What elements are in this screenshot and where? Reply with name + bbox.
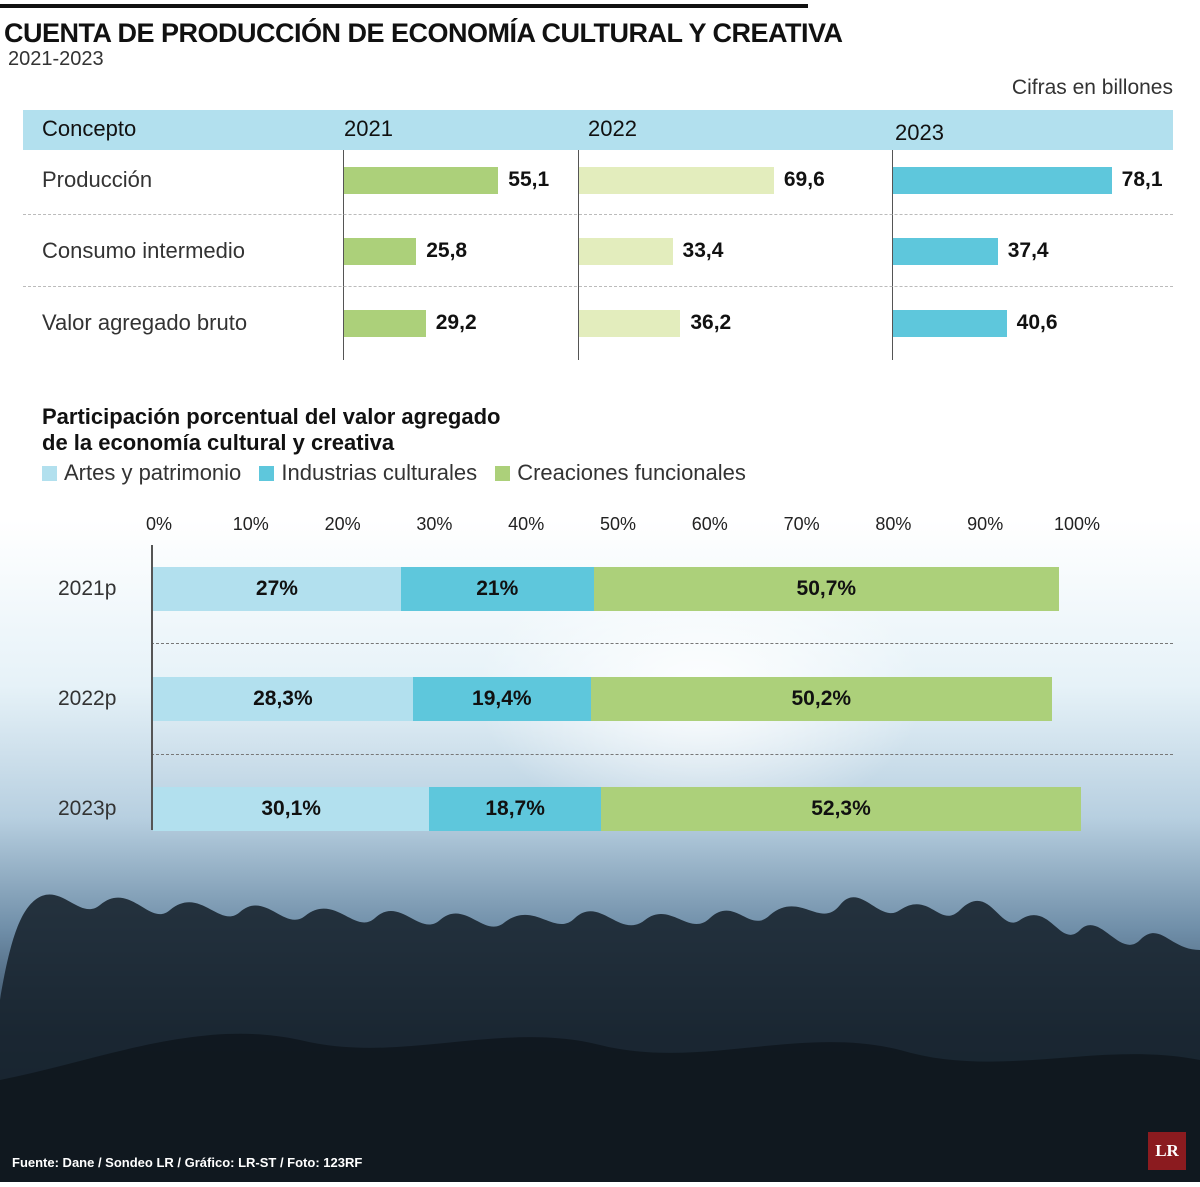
table-bar bbox=[893, 310, 1007, 337]
source-note: Fuente: Dane / Sondeo LR / Gráfico: LR-S… bbox=[12, 1155, 363, 1170]
stacked-segment: 30,1% bbox=[153, 787, 430, 831]
share-axis bbox=[151, 545, 153, 830]
lr-logo: LR bbox=[1148, 1132, 1186, 1170]
column-divider bbox=[578, 150, 579, 360]
table-bar bbox=[893, 238, 998, 265]
chart-subtitle: 2021-2023 bbox=[8, 48, 104, 70]
column-divider bbox=[892, 150, 893, 360]
y-category-label: 2021p bbox=[58, 577, 117, 600]
x-tick-label: 100% bbox=[1053, 514, 1101, 534]
stacked-segment: 18,7% bbox=[429, 787, 601, 831]
title-rule bbox=[0, 4, 808, 8]
legend: Artes y patrimonio Industrias culturales… bbox=[42, 460, 758, 486]
table-value: 40,6 bbox=[1016, 311, 1058, 334]
x-tick-label: 40% bbox=[508, 514, 545, 534]
x-tick-label: 70% bbox=[783, 514, 820, 534]
share-title-line2: de la economía cultural y creativa bbox=[42, 430, 395, 455]
segment-label: 27% bbox=[255, 577, 298, 600]
table-value: 29,2 bbox=[435, 311, 477, 334]
legend-artes: Artes y patrimonio bbox=[42, 460, 241, 486]
header-2023: 2023 bbox=[895, 120, 944, 145]
crowd-silhouette bbox=[0, 894, 1200, 1182]
segment-label: 52,3% bbox=[811, 797, 871, 820]
share-title-line1: Participación porcentual del valor agreg… bbox=[42, 404, 501, 429]
row-separator bbox=[151, 643, 1173, 644]
table-bar bbox=[579, 167, 774, 194]
stacked-segment: 19,4% bbox=[412, 677, 591, 721]
table-value: 37,4 bbox=[1007, 239, 1049, 262]
chart-title: CUENTA DE PRODUCCIÓN DE ECONOMÍA CULTURA… bbox=[4, 18, 843, 48]
legend-swatch-artes bbox=[42, 466, 57, 481]
row-separator bbox=[23, 214, 1173, 215]
header-2021: 2021 bbox=[344, 116, 393, 141]
x-tick-label: 10% bbox=[232, 514, 269, 534]
stacked-segment: 28,3% bbox=[153, 677, 413, 721]
table-header: Concepto 2021 2022 2023 bbox=[23, 110, 1173, 150]
column-divider bbox=[343, 150, 344, 360]
table-bar bbox=[344, 167, 499, 194]
row-separator bbox=[23, 286, 1173, 287]
stacked-segment: 27% bbox=[153, 567, 401, 611]
legend-label-artes: Artes y patrimonio bbox=[64, 460, 242, 485]
table-value: 69,6 bbox=[783, 168, 825, 191]
row-separator bbox=[151, 754, 1173, 755]
table-value: 78,1 bbox=[1121, 168, 1163, 191]
legend-label-creaciones: Creaciones funcionales bbox=[517, 460, 746, 485]
stacked-segment: 21% bbox=[400, 567, 594, 611]
segment-label: 28,3% bbox=[253, 687, 313, 710]
legend-swatch-creaciones bbox=[495, 466, 511, 481]
table-bar bbox=[579, 310, 681, 337]
x-tick-label: 60% bbox=[691, 514, 728, 534]
x-tick-label: 80% bbox=[875, 514, 912, 534]
table-value: 55,1 bbox=[508, 168, 550, 191]
header-2022: 2022 bbox=[588, 116, 637, 141]
y-category-label: 2022p bbox=[58, 687, 117, 710]
segment-label: 50,2% bbox=[791, 687, 852, 710]
units-note: Cifras en billones bbox=[1011, 76, 1173, 99]
header-concepto: Concepto bbox=[42, 116, 137, 141]
x-tick-label: 0% bbox=[145, 514, 173, 534]
row-label: Producción bbox=[42, 167, 153, 192]
x-tick-label: 50% bbox=[599, 514, 637, 534]
table-value: 25,8 bbox=[426, 239, 468, 262]
legend-label-industrias: Industrias culturales bbox=[281, 460, 478, 485]
table-bar bbox=[893, 167, 1112, 194]
stacked-segment: 50,7% bbox=[593, 567, 1060, 611]
row-label: Valor agregado bruto bbox=[42, 310, 248, 335]
x-tick-label: 30% bbox=[416, 514, 453, 534]
segment-label: 19,4% bbox=[472, 687, 532, 710]
stacked-segment: 50,2% bbox=[590, 677, 1052, 721]
segment-label: 18,7% bbox=[485, 797, 545, 820]
legend-industrias: Industrias culturales bbox=[259, 460, 477, 486]
table-bar bbox=[344, 310, 426, 337]
table-bar bbox=[579, 238, 673, 265]
segment-label: 50,7% bbox=[796, 577, 857, 600]
segment-label: 21% bbox=[476, 577, 519, 600]
x-tick-label: 90% bbox=[967, 514, 1004, 534]
concert-photo-background bbox=[0, 520, 1200, 1182]
table-value: 33,4 bbox=[682, 239, 724, 262]
legend-swatch-industrias bbox=[259, 466, 275, 481]
table-bar bbox=[344, 238, 417, 265]
x-tick-label: 20% bbox=[324, 514, 361, 534]
table-value: 36,2 bbox=[690, 311, 732, 334]
y-category-label: 2023p bbox=[58, 797, 117, 820]
row-label: Consumo intermedio bbox=[42, 238, 245, 263]
legend-creaciones: Creaciones funcionales bbox=[495, 460, 746, 486]
stacked-segment: 52,3% bbox=[600, 787, 1082, 831]
segment-label: 30,1% bbox=[261, 797, 321, 820]
